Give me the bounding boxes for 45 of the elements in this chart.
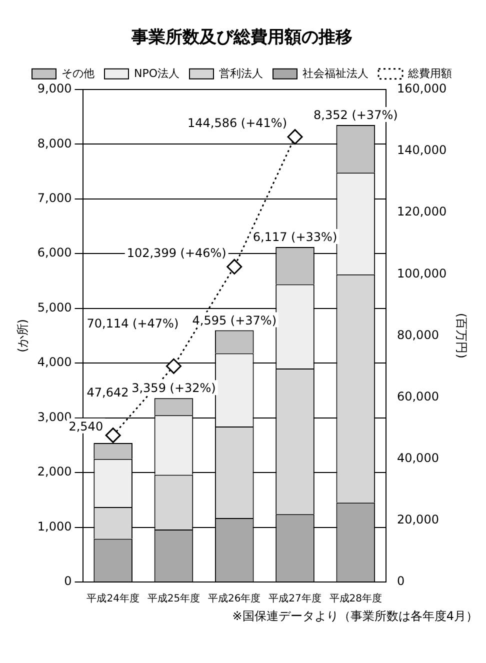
x-tick-label: 平成28年度 xyxy=(329,592,382,605)
y-tick-label: 2,000 xyxy=(37,464,72,479)
total-label: 8,352 (+37%) xyxy=(314,108,398,122)
point xyxy=(105,428,121,444)
legend-label: 営利法人 xyxy=(219,66,264,80)
y2-tick-label: 100,000 xyxy=(396,266,447,280)
y2-tick-label: 60,000 xyxy=(396,389,439,404)
y2-tick-label: 40,000 xyxy=(396,450,439,465)
y-tick-label: 0 xyxy=(64,574,72,588)
chart-title: 事業所数及び総費用額の推移 xyxy=(130,28,352,48)
point xyxy=(287,129,303,145)
total-label: 2,540 xyxy=(68,419,104,434)
y-tick-label: 8,000 xyxy=(37,136,72,150)
y2-tick-label: 160,000 xyxy=(396,82,447,96)
y-axis-title: (か所) xyxy=(15,319,30,352)
y2-axis-title: (百万円) xyxy=(454,313,469,358)
legend-label: 社会福祉法人 xyxy=(302,66,369,80)
y2-tick-label: 120,000 xyxy=(396,204,447,219)
x-tick-label: 平成26年度 xyxy=(208,592,261,605)
total-label: 6,117 (+33%) xyxy=(252,230,338,244)
y-tick-label: 6,000 xyxy=(37,246,72,260)
legend-label: その他 xyxy=(61,66,94,80)
total-label: 4,595 (+37%) xyxy=(192,313,276,328)
y2-tick-label: 0 xyxy=(396,574,405,588)
x-tick-label: 平成27年度 xyxy=(268,592,322,605)
point xyxy=(226,258,242,274)
x-tick-label: 平成25年度 xyxy=(147,592,200,605)
text: ※国保連データより（事業所数は各年度4月） xyxy=(231,608,478,625)
y-tick-label: 1,000 xyxy=(37,519,72,534)
data-label: 47,642 xyxy=(86,385,129,400)
data-label: 102,399 (+46%) xyxy=(126,246,226,260)
y-tick-label: 9,000 xyxy=(37,82,72,96)
y-tick-label: 4,000 xyxy=(37,355,72,370)
y2-tick-label: 80,000 xyxy=(396,328,439,342)
data-label: 144,586 (+41%) xyxy=(187,116,288,130)
y-tick-label: 5,000 xyxy=(37,300,72,314)
point xyxy=(166,358,182,374)
data-label: 70,114 (+47%) xyxy=(86,316,179,330)
total-label: 3,359 (+32%) xyxy=(132,381,216,396)
y-tick-label: 7,000 xyxy=(37,190,72,205)
y2-tick-label: 20,000 xyxy=(396,512,439,527)
x-tick-label: 平成24年度 xyxy=(86,592,140,605)
y2-tick-label: 140,000 xyxy=(396,143,447,158)
legend-label: NPO法人 xyxy=(134,66,180,80)
legend-label: 総費用額 xyxy=(407,66,452,80)
